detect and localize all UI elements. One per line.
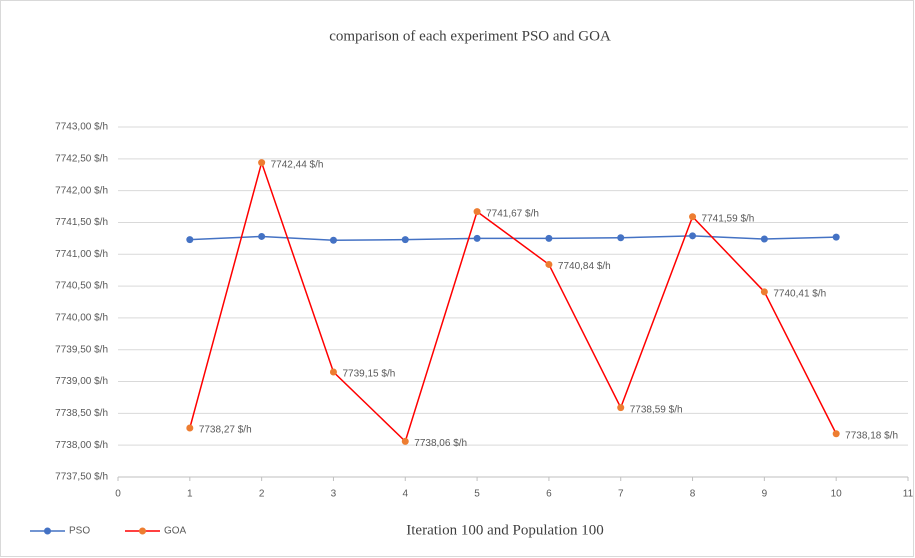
point: [689, 213, 697, 221]
y-tick-label: 7739,50 $/h: [55, 344, 108, 355]
data-label: 7741,67 $/h: [486, 208, 539, 219]
chart-title: comparison of each experiment PSO and GO…: [329, 28, 611, 44]
point: [401, 437, 409, 445]
x-tick-label: 4: [402, 489, 408, 500]
legend-marker: [139, 527, 146, 535]
x-tick-label: 2: [259, 489, 265, 500]
y-tick-label: 7741,00 $/h: [55, 249, 108, 260]
point: [617, 404, 625, 412]
y-tick-label: 7740,00 $/h: [55, 313, 108, 324]
y-tick-label: 7743,00 $/h: [55, 122, 108, 133]
y-tick-label: 7742,50 $/h: [55, 153, 108, 164]
x-tick-label: 9: [762, 489, 768, 500]
y-tick-label: 7739,00 $/h: [55, 376, 108, 387]
data-label: 7739,15 $/h: [342, 369, 395, 380]
data-label: 7738,59 $/h: [630, 404, 683, 415]
point: [545, 234, 553, 242]
x-tick-label: 7: [618, 489, 624, 500]
legend-label: PSO: [69, 526, 90, 537]
x-tick-label: 8: [690, 489, 696, 500]
point: [617, 234, 625, 242]
y-tick-label: 7737,50 $/h: [55, 472, 108, 483]
data-label: 7742,44 $/h: [271, 159, 324, 170]
point: [329, 236, 337, 244]
point: [473, 234, 481, 242]
point: [689, 232, 697, 240]
point: [258, 232, 266, 240]
y-tick-label: 7738,50 $/h: [55, 408, 108, 419]
y-tick-label: 7741,50 $/h: [55, 217, 108, 228]
x-tick-label: 6: [546, 489, 552, 500]
y-tick-label: 7742,00 $/h: [55, 185, 108, 196]
point: [186, 236, 194, 244]
point: [760, 288, 768, 296]
data-label: 7738,18 $/h: [845, 430, 898, 441]
point: [186, 424, 194, 432]
x-tick-label: 11: [903, 489, 914, 500]
series-line: [189, 160, 837, 443]
data-label: 7738,27 $/h: [199, 425, 252, 436]
legend-marker: [44, 527, 51, 535]
x-tick-label: 0: [115, 489, 121, 500]
y-tick-label: 7738,00 $/h: [55, 440, 108, 451]
point: [760, 235, 768, 243]
x-tick-label: 10: [831, 489, 843, 500]
point: [832, 233, 840, 241]
data-label: 7741,59 $/h: [702, 213, 755, 224]
point: [329, 368, 337, 376]
point: [401, 236, 409, 244]
point: [473, 208, 481, 216]
x-tick-label: 1: [187, 489, 193, 500]
data-label: 7738,06 $/h: [414, 438, 467, 449]
data-label: 7740,41 $/h: [773, 288, 826, 299]
point: [832, 430, 840, 438]
legend-label: GOA: [164, 526, 187, 537]
y-tick-label: 7740,50 $/h: [55, 281, 108, 292]
point: [258, 159, 266, 167]
x-axis-label: Iteration 100 and Population 100: [406, 522, 603, 538]
point: [545, 260, 553, 268]
x-tick-label: 3: [331, 489, 337, 500]
data-label: 7740,84 $/h: [558, 261, 611, 272]
x-tick-label: 5: [474, 489, 480, 500]
